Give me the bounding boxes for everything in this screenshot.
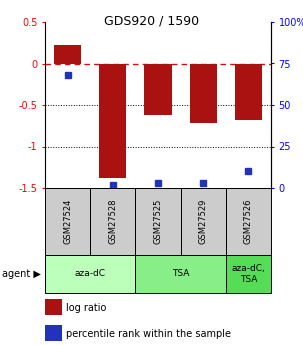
Text: GSM27525: GSM27525 [154,199,162,244]
Bar [45,325,62,341]
Bar [45,188,90,255]
Bar [45,299,62,315]
Bar [45,255,135,293]
Text: GSM27526: GSM27526 [244,199,253,244]
Bar [90,188,135,255]
Text: TSA: TSA [172,269,189,278]
Bar [54,45,81,63]
Text: percentile rank within the sample: percentile rank within the sample [66,328,231,338]
Text: GSM27524: GSM27524 [63,199,72,244]
Bar [135,255,226,293]
Bar [181,188,226,255]
Text: log ratio: log ratio [66,303,107,313]
Bar [135,188,181,255]
Text: agent ▶: agent ▶ [2,269,40,279]
Bar [226,255,271,293]
Bar [190,63,217,123]
Text: aza-dC: aza-dC [75,269,106,278]
Bar [235,63,262,120]
Bar [226,188,271,255]
Text: GDS920 / 1590: GDS920 / 1590 [104,14,199,27]
Text: aza-dC,
TSA: aza-dC, TSA [231,264,265,284]
Text: GSM27529: GSM27529 [199,199,208,244]
Bar [145,63,171,115]
Bar [99,63,126,178]
Text: GSM27528: GSM27528 [108,199,117,244]
